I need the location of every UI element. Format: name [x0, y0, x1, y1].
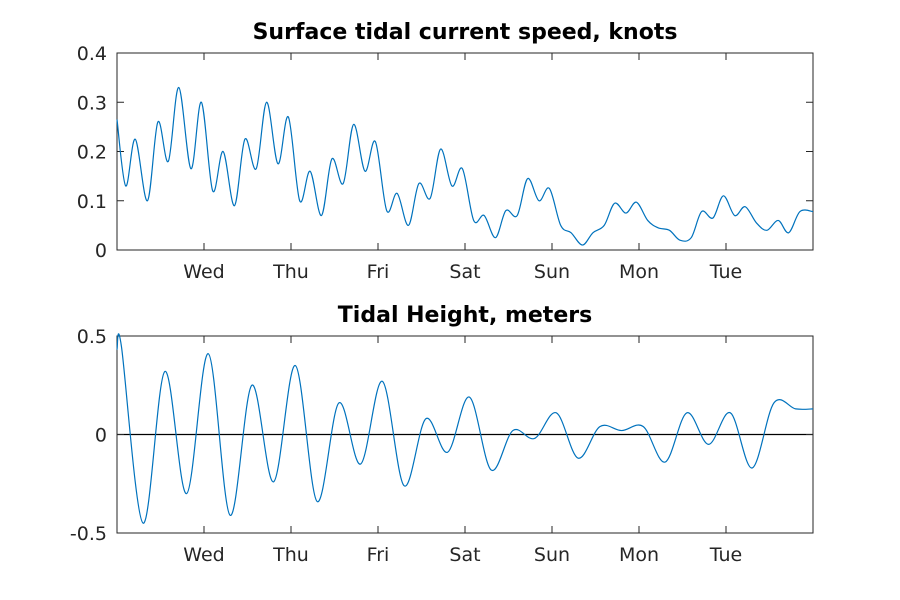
- current-speed-y-tick-label: 0.2: [77, 142, 107, 164]
- current-speed-x-tick-label: Thu: [272, 261, 309, 283]
- tidal-height-y-tick-labels: -0.5 0 0.5: [70, 326, 107, 545]
- current-speed-y-tick-label: 0.1: [77, 191, 107, 213]
- tidal-height-panel: Tidal Height, meters -0.5 0 0.5 Wed Thu Fri S…: [70, 303, 814, 566]
- tidal-height-x-tick-label: Mon: [619, 544, 659, 566]
- current-speed-tick-marks: [117, 52, 813, 251]
- current-speed-x-tick-label: Mon: [619, 261, 659, 283]
- tidal-height-x-tick-label: Sun: [534, 544, 570, 566]
- tidal-height-x-tick-label: Fri: [367, 544, 390, 566]
- tidal-height-x-tick-labels: Wed Thu Fri Sat Sun Mon Tue: [183, 544, 742, 566]
- current-speed-axes-frame: [116, 52, 814, 251]
- tidal-height-y-tick-label: 0: [95, 425, 107, 447]
- current-speed-y-tick-label: 0.3: [77, 92, 107, 114]
- tidal-height-y-tick-label: 0.5: [77, 326, 107, 348]
- current-speed-x-tick-label: Sun: [534, 261, 570, 283]
- tidal-height-title: Tidal Height, meters: [338, 303, 592, 328]
- current-speed-panel: Surface tidal current speed, knots 00.10…: [77, 20, 814, 283]
- tidal-height-x-tick-label: Tue: [709, 544, 742, 566]
- current-speed-x-tick-label: Wed: [183, 261, 224, 283]
- tidal-height-series-line: [116, 333, 814, 524]
- tidal-height-y-tick-label: -0.5: [70, 523, 107, 545]
- current-speed-x-tick-label: Tue: [709, 261, 742, 283]
- current-speed-x-tick-label: Sat: [449, 261, 480, 283]
- current-speed-x-tick-labels: Wed Thu Fri Sat Sun Mon Tue: [183, 261, 742, 283]
- current-speed-y-tick-label: 0.4: [77, 43, 107, 65]
- current-speed-x-tick-label: Fri: [367, 261, 390, 283]
- current-speed-title: Surface tidal current speed, knots: [253, 20, 678, 45]
- tidal-height-x-tick-label: Sat: [449, 544, 480, 566]
- tidal-height-x-tick-label: Wed: [183, 544, 224, 566]
- current-speed-y-tick-labels: 0 0.1 0.2 0.3 0.4: [77, 43, 107, 262]
- current-speed-series-line: [116, 86, 814, 246]
- current-speed-y-tick-label: 0: [95, 240, 107, 262]
- tidal-height-x-tick-label: Thu: [272, 544, 309, 566]
